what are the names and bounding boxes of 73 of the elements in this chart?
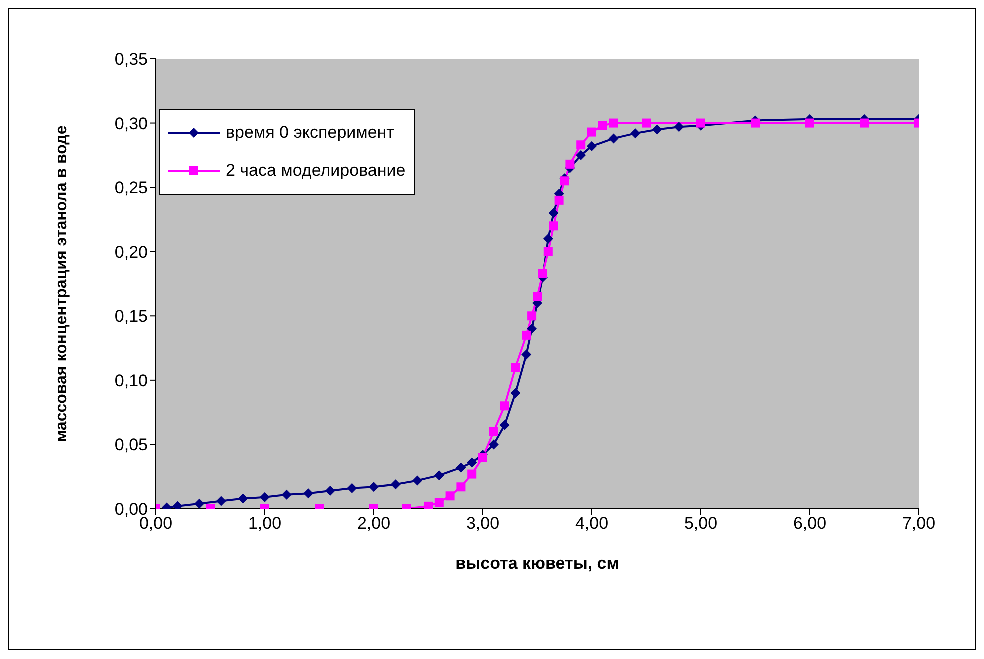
x-tick-label: 2,00 [357, 514, 391, 534]
point [538, 269, 548, 278]
point [860, 118, 869, 128]
point [544, 247, 553, 256]
point [446, 492, 455, 501]
x-tick-label: 7,00 [902, 514, 936, 534]
y-tick-label: 0,15 [114, 307, 148, 326]
x-tick-label: 4,00 [575, 514, 609, 534]
point [456, 482, 466, 492]
point [598, 121, 608, 130]
x-tick-label: 0,00 [139, 514, 173, 534]
y-tick-label: 0,05 [114, 436, 148, 455]
point [528, 312, 537, 321]
point [527, 324, 538, 334]
x-tick-label: 5,00 [684, 514, 718, 534]
point [608, 134, 619, 144]
point [642, 118, 651, 128]
point [424, 502, 433, 509]
point [478, 453, 488, 462]
point [456, 462, 466, 473]
point [194, 498, 205, 509]
point [806, 118, 814, 128]
point [674, 122, 684, 132]
point [696, 118, 706, 128]
legend-label: 2 часа моделирование [226, 160, 406, 182]
point [511, 363, 520, 372]
point [468, 470, 477, 479]
point [652, 124, 662, 135]
point [216, 496, 226, 506]
legend-label: время 0 эксперимент [226, 122, 394, 144]
point [282, 490, 292, 500]
x-tick-label: 6,00 [793, 514, 827, 534]
point [434, 498, 444, 508]
point [347, 483, 358, 494]
point [260, 492, 270, 502]
point [560, 176, 570, 186]
x-axis-title: высота кюветы, см [456, 554, 620, 573]
point [522, 330, 532, 340]
point [500, 420, 510, 430]
point [588, 128, 596, 137]
y-tick-label: 0,10 [114, 371, 148, 390]
point [369, 482, 379, 492]
point [325, 486, 336, 496]
point [549, 222, 558, 231]
y-tick-label: 0,35 [114, 50, 148, 70]
point [609, 118, 618, 128]
point [630, 128, 641, 139]
point [238, 494, 248, 504]
point [500, 402, 510, 411]
point [412, 476, 423, 486]
point [554, 196, 564, 205]
point [488, 440, 499, 450]
point [467, 458, 478, 468]
point [522, 350, 532, 360]
point [543, 234, 554, 244]
y-axis-title: массовая концентрация этанола в воде [54, 126, 71, 442]
point [587, 141, 597, 152]
point [390, 480, 401, 490]
point [548, 208, 559, 218]
x-tick-label: 3,00 [466, 514, 500, 534]
point [576, 140, 586, 150]
point [576, 150, 586, 160]
point [533, 292, 542, 302]
x-tick-label: 1,00 [248, 514, 282, 534]
point [751, 118, 760, 128]
y-tick-label: 0,30 [114, 114, 148, 134]
point [304, 488, 314, 499]
y-tick-label: 0,20 [114, 242, 148, 262]
y-tick-label: 0,25 [114, 178, 148, 198]
point [434, 470, 444, 481]
point [489, 427, 498, 436]
point [566, 160, 575, 169]
point [510, 388, 521, 398]
